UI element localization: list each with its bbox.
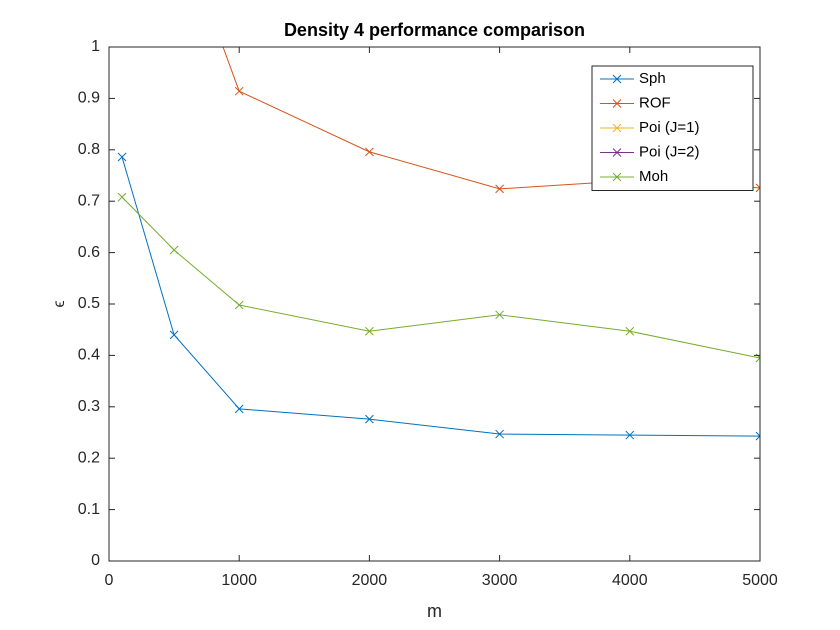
x-tick-label: 2000 xyxy=(352,572,388,589)
marker xyxy=(625,326,635,336)
x-tick-label: 0 xyxy=(105,572,114,589)
marker xyxy=(234,300,244,310)
marker xyxy=(169,330,179,340)
y-tick-label: 0.1 xyxy=(78,501,100,518)
x-tick-label: 1000 xyxy=(221,572,257,589)
y-tick-label: 0 xyxy=(91,552,100,569)
lines xyxy=(117,47,760,441)
legend-marker xyxy=(612,123,622,133)
legend-marker xyxy=(612,148,622,157)
marker xyxy=(755,431,760,441)
marker xyxy=(755,183,760,193)
legend-text: Sph xyxy=(639,70,666,87)
x-tick-label: 4000 xyxy=(612,572,648,589)
y-tick-label: 0.8 xyxy=(78,141,100,158)
marker xyxy=(234,86,244,96)
y-tick-label: 1 xyxy=(91,38,100,55)
marker xyxy=(234,404,244,414)
marker xyxy=(495,429,504,439)
y-tick-label: 0.4 xyxy=(78,347,100,364)
marker xyxy=(365,147,374,157)
y-tick-label: 0.5 xyxy=(78,295,100,312)
marker xyxy=(365,414,374,424)
legend-marker xyxy=(612,172,622,182)
legend-text: Moh xyxy=(639,168,668,185)
x-axis-label: m xyxy=(427,601,442,621)
legend-marker xyxy=(612,74,622,84)
marker xyxy=(495,184,504,194)
y-tick-label: 0.9 xyxy=(78,90,100,107)
y-tick-label: 0.3 xyxy=(78,398,100,415)
chart-title: Density 4 performance comparison xyxy=(284,20,585,40)
legend-text: Poi (J=1) xyxy=(639,119,699,136)
y-tick-label: 0.7 xyxy=(78,192,100,209)
marker xyxy=(625,430,635,440)
y-tick-label: 0.6 xyxy=(78,244,100,261)
x-tick-label: 5000 xyxy=(742,572,778,589)
marker xyxy=(117,152,127,162)
legend-text: Poi (J=2) xyxy=(639,143,699,160)
marker xyxy=(117,192,127,202)
y-axis-label: ϵ xyxy=(51,300,68,307)
legend-text: ROF xyxy=(639,94,671,111)
marker xyxy=(365,326,374,336)
marker xyxy=(495,310,504,320)
x-tick-label: 3000 xyxy=(482,572,518,589)
legend: Sph ROF Poi (J=1) Poi (J=2) Moh xyxy=(591,65,754,191)
y-tick-label: 0.2 xyxy=(78,449,100,466)
marker xyxy=(169,245,179,255)
legend-marker xyxy=(612,99,622,108)
